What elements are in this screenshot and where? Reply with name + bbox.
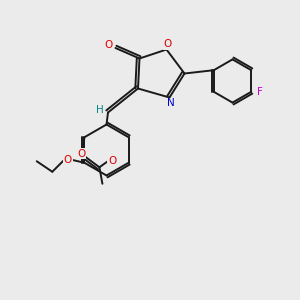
Text: O: O xyxy=(108,156,116,166)
Text: O: O xyxy=(105,40,113,50)
Text: O: O xyxy=(77,149,86,159)
Text: F: F xyxy=(257,87,262,97)
Text: O: O xyxy=(64,155,72,165)
Text: O: O xyxy=(164,39,172,49)
Text: H: H xyxy=(96,105,104,115)
Text: N: N xyxy=(167,98,175,109)
